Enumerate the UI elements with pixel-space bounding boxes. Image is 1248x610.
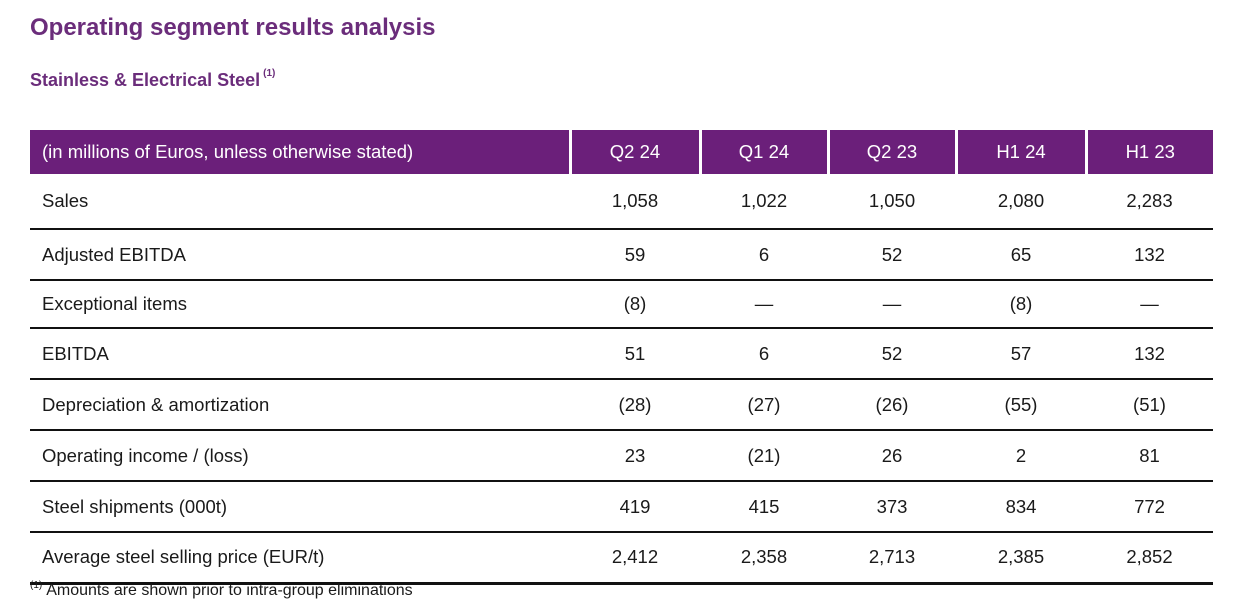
section-subtitle: Stainless & Electrical Steel (1) [30, 68, 276, 91]
table-cell: 2,385 [956, 532, 1086, 585]
table-cell: — [1086, 280, 1213, 329]
table-cell: 57 [956, 328, 1086, 380]
header-label: (in millions of Euros, unless otherwise … [30, 130, 570, 174]
table-cell: 2,283 [1086, 174, 1213, 230]
table-cell: 52 [828, 229, 956, 281]
table-cell: (8) [570, 280, 700, 329]
table-cell: 772 [1086, 481, 1213, 533]
table-row-depreciation: Depreciation & amortization (28) (27) (2… [30, 379, 1213, 431]
table-cell: (27) [700, 379, 828, 431]
footnote-marker: (1) [30, 580, 43, 591]
row-label: EBITDA [30, 328, 570, 380]
row-label: Depreciation & amortization [30, 379, 570, 431]
table-cell: — [700, 280, 828, 329]
table-cell: 2,412 [570, 532, 700, 585]
table-cell: 52 [828, 328, 956, 380]
table-row-steel-shipments: Steel shipments (000t) 419 415 373 834 7… [30, 481, 1213, 533]
table-cell: 419 [570, 481, 700, 533]
table-cell: (26) [828, 379, 956, 431]
table-cell: 1,022 [700, 174, 828, 230]
table-header-row: (in millions of Euros, unless otherwise … [30, 130, 1213, 174]
table-cell: (8) [956, 280, 1086, 329]
table-cell: 2,358 [700, 532, 828, 585]
row-label: Exceptional items [30, 280, 570, 329]
table-row-exceptional-items: Exceptional items (8) — — (8) — [30, 280, 1213, 329]
subtitle-footnote-marker: (1) [263, 68, 276, 79]
table-cell: 65 [956, 229, 1086, 281]
footnote-text: Amounts are shown prior to intra-group e… [46, 582, 413, 599]
footnote: (1) Amounts are shown prior to intra-grou… [30, 580, 413, 600]
table-cell: 26 [828, 430, 956, 482]
table-cell: — [828, 280, 956, 329]
table-cell: 373 [828, 481, 956, 533]
table-cell: 132 [1086, 229, 1213, 281]
table-cell: 81 [1086, 430, 1213, 482]
table-cell: 23 [570, 430, 700, 482]
table-row-ebitda: EBITDA 51 6 52 57 132 [30, 328, 1213, 380]
table-cell: (21) [700, 430, 828, 482]
table-cell: 51 [570, 328, 700, 380]
table-cell: 132 [1086, 328, 1213, 380]
table-cell: 6 [700, 328, 828, 380]
table-cell: 1,058 [570, 174, 700, 230]
row-label: Sales [30, 174, 570, 230]
table-cell: (28) [570, 379, 700, 431]
column-header-h1-24: H1 24 [954, 130, 1086, 174]
row-label: Adjusted EBITDA [30, 229, 570, 281]
column-header-h1-23: H1 23 [1084, 130, 1213, 174]
table-cell: 6 [700, 229, 828, 281]
segment-results-table: (in millions of Euros, unless otherwise … [30, 130, 1213, 585]
table-cell: (55) [956, 379, 1086, 431]
table-cell: 834 [956, 481, 1086, 533]
table-cell: 415 [700, 481, 828, 533]
column-header-q1-24: Q1 24 [698, 130, 828, 174]
table-row-adjusted-ebitda: Adjusted EBITDA 59 6 52 65 132 [30, 229, 1213, 281]
table-cell: 2 [956, 430, 1086, 482]
table-cell: 59 [570, 229, 700, 281]
table-row-operating-income: Operating income / (loss) 23 (21) 26 2 8… [30, 430, 1213, 482]
row-label: Average steel selling price (EUR/t) [30, 532, 570, 585]
table-row-average-selling-price: Average steel selling price (EUR/t) 2,41… [30, 532, 1213, 585]
table-cell: 2,080 [956, 174, 1086, 230]
table-cell: 2,713 [828, 532, 956, 585]
row-label: Operating income / (loss) [30, 430, 570, 482]
table-cell: 1,050 [828, 174, 956, 230]
page-title: Operating segment results analysis [30, 14, 436, 41]
column-header-q2-24: Q2 24 [568, 130, 700, 174]
column-header-q2-23: Q2 23 [826, 130, 956, 174]
table-cell: (51) [1086, 379, 1213, 431]
table-row-sales: Sales 1,058 1,022 1,050 2,080 2,283 [30, 174, 1213, 230]
table-cell: 2,852 [1086, 532, 1213, 585]
row-label: Steel shipments (000t) [30, 481, 570, 533]
subtitle-text: Stainless & Electrical Steel [30, 70, 261, 90]
